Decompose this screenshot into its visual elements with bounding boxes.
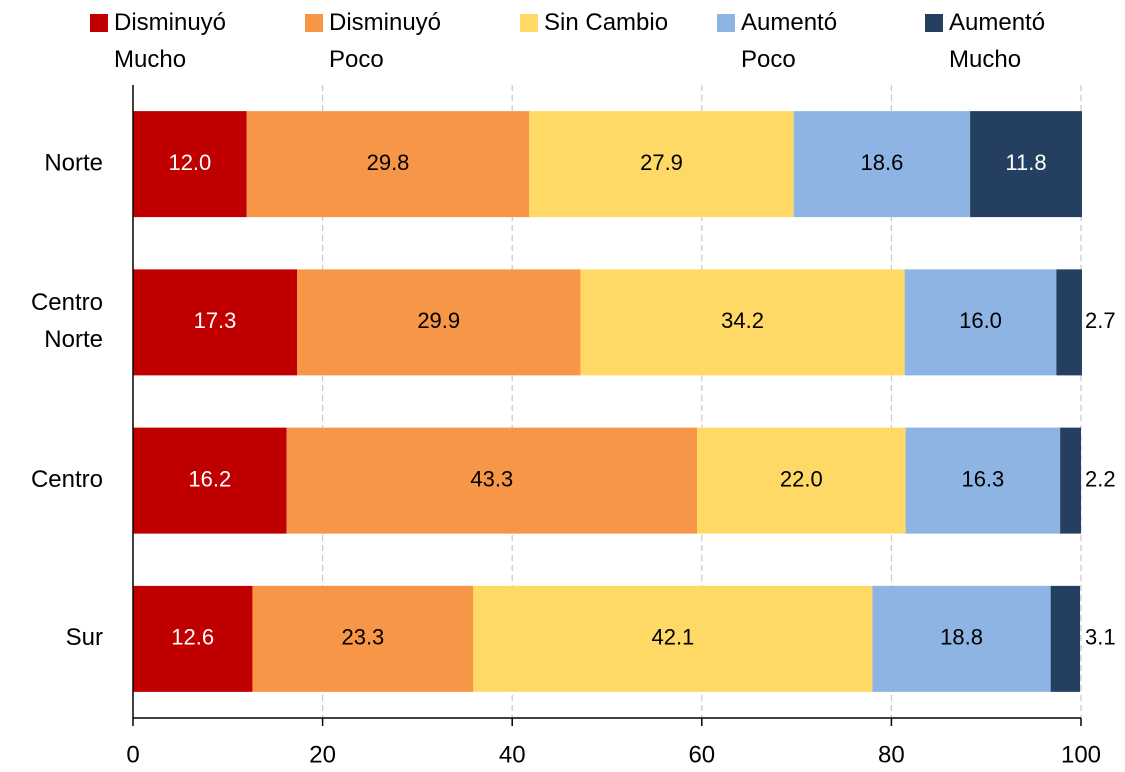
bar-segment [133,427,287,534]
legend-item: Disminuyó Poco [305,4,459,78]
legend-swatch [925,14,943,32]
legend-label: Sin Cambio [544,9,669,36]
legend-item: Disminuyó Mucho [90,4,244,78]
legend-swatch [717,14,735,32]
legend-swatch [305,14,323,32]
bar-segment [529,111,794,218]
bar-segment [473,585,873,692]
data-label: 34.2 [721,308,764,333]
data-label: 11.8 [1005,150,1046,175]
bar-segment [252,585,474,692]
legend-item: Aumentó Mucho [925,4,1079,78]
x-tick-label: 80 [878,741,905,768]
data-label: 18.8 [940,625,983,650]
data-label: 12.0 [168,150,211,175]
bar-segment [905,427,1061,534]
bar-segment [1056,269,1082,376]
data-label: 23.3 [341,625,384,650]
legend-label: Aumentó Mucho [949,9,1046,73]
data-label: 42.1 [651,625,694,650]
bar-segment [133,585,253,692]
bar-segment [246,111,530,218]
bar-segment [1050,585,1081,692]
data-label: 2.2 [1085,466,1116,491]
data-label: 2.7 [1085,308,1116,333]
legend-item: Aumentó Poco [717,4,871,78]
data-label: 3.1 [1085,625,1116,650]
bar-segment [580,269,905,376]
data-label: 12.6 [171,625,214,650]
y-tick-label: Norte [44,149,103,176]
data-label: 18.6 [861,150,904,175]
bar-segment [872,585,1051,692]
bar-segment [297,269,581,376]
bar-segment [133,111,247,218]
data-label: 27.9 [640,150,683,175]
y-tick-label: Centro [31,466,103,493]
bar-segment [793,111,971,218]
legend-swatch [90,14,108,32]
legend-label: Disminuyó Poco [329,9,442,73]
y-tick-label: Centro Norte [31,289,103,353]
data-label: 43.3 [470,466,513,491]
legend-item: Sin Cambio [520,4,674,41]
data-label: 29.8 [367,150,410,175]
x-tick-label: 60 [688,741,715,768]
y-tick-label: Sur [66,624,103,651]
legend-swatch [520,14,538,32]
x-tick-label: 0 [126,741,139,768]
data-label: 17.3 [194,308,237,333]
data-label: 29.9 [417,308,460,333]
data-label: 16.2 [188,466,231,491]
x-tick-label: 100 [1061,741,1101,768]
data-label: 22.0 [780,466,823,491]
bar-segment [286,427,698,534]
legend-label: Disminuyó Mucho [114,9,227,73]
x-tick-label: 20 [309,741,336,768]
x-tick-label: 40 [499,741,526,768]
bar-segment [133,269,298,376]
bar-segment [970,111,1082,218]
legend-label: Aumentó Poco [741,9,838,73]
bar-segment [1060,427,1081,534]
data-label: 16.3 [961,466,1004,491]
bar-segment [697,427,906,534]
bar-segment [904,269,1057,376]
data-label: 16.0 [959,308,1002,333]
